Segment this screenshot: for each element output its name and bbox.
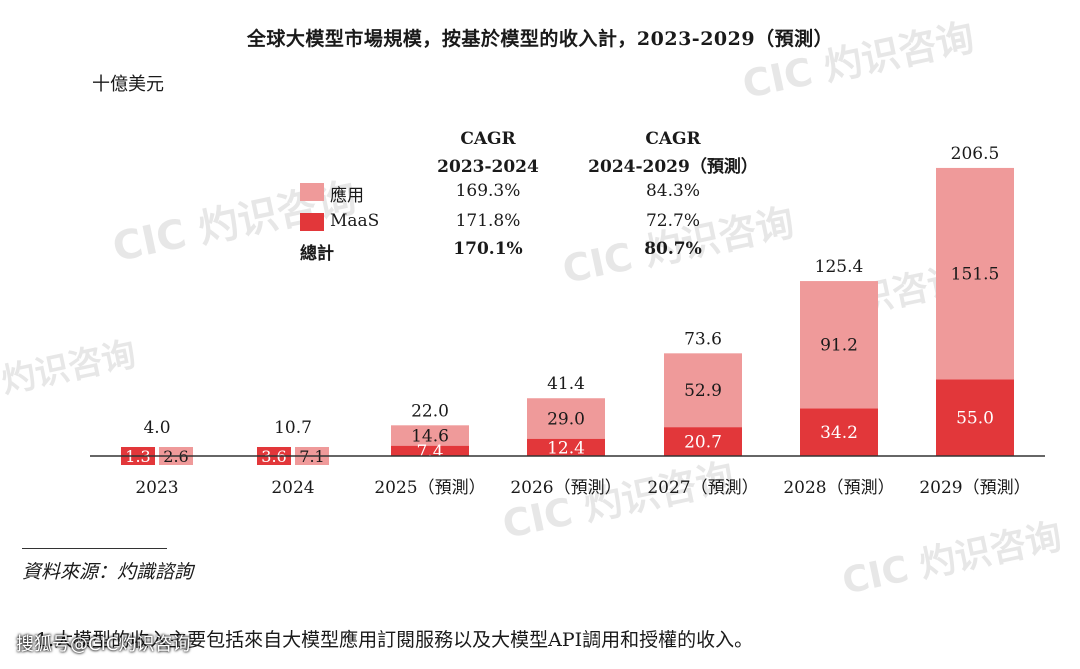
- footnote-rule: [22, 548, 167, 549]
- bar-app: [664, 353, 742, 428]
- legend-label-app: 應用: [330, 186, 364, 206]
- data-label-app: 29.0: [547, 409, 585, 429]
- cagr-header-2-line2: 2024-2029（預測）: [588, 157, 758, 177]
- cagr-header-1: CAGR 2023-2024: [418, 125, 558, 181]
- bar-maas: [800, 408, 878, 456]
- cagr-maas-2023-2024: 171.8%: [455, 211, 521, 231]
- bar-app: [936, 167, 1014, 380]
- cagr-app-2024-2029: 84.3%: [645, 181, 700, 201]
- data-label-maas: 34.2: [820, 423, 858, 443]
- x-tick-label: 2027（預測）: [647, 478, 758, 498]
- data-label-total: 41.4: [547, 374, 585, 394]
- x-tick-label: 2025（預測）: [374, 478, 485, 498]
- legend-swatch-maas: [300, 213, 324, 231]
- legend-swatch-app: [300, 183, 324, 201]
- bar-maas: [936, 379, 1014, 456]
- legend-label-maas: MaaS: [330, 211, 380, 231]
- x-tick-label: 2024: [271, 478, 314, 498]
- data-label-maas: 12.4: [547, 438, 585, 458]
- x-tick-label: 2023: [135, 478, 178, 498]
- bar-app: [527, 398, 605, 439]
- data-label-total: 125.4: [815, 257, 864, 277]
- data-label-maas: 20.7: [684, 433, 722, 453]
- bar-maas: [391, 445, 469, 456]
- bar-maas: [664, 427, 742, 456]
- data-label-maas: 55.0: [956, 409, 994, 429]
- data-label-total: 206.5: [951, 144, 1000, 164]
- cagr-header-1-line2: 2023-2024: [437, 157, 539, 177]
- data-label-app: 91.2: [820, 336, 858, 356]
- legend-label-total: 總計: [300, 244, 334, 264]
- credit-watermark: 搜狐号@CIC灼识咨询: [16, 634, 191, 655]
- bar-maas: [527, 438, 605, 456]
- cagr-header-2-line1: CAGR: [645, 129, 701, 149]
- chart-title: 全球大模型市場規模，按基於模型的收入計，2023-2029（預測）: [246, 28, 834, 50]
- data-label-total: 10.7: [274, 418, 312, 438]
- cagr-total-2023-2024: 170.1%: [453, 239, 523, 259]
- data-label-maas: 7.4: [416, 442, 443, 462]
- cagr-header-2: CAGR 2024-2029（預測）: [578, 125, 768, 181]
- x-tick-label: 2026（預測）: [510, 478, 621, 498]
- x-tick-label: 2029（預測）: [919, 478, 1030, 498]
- data-label-app: 151.5: [951, 265, 1000, 285]
- cagr-total-2024-2029: 80.7%: [644, 239, 702, 259]
- data-label-total: 22.0: [411, 401, 449, 421]
- data-label-app: 52.9: [684, 381, 722, 401]
- x-tick-label: 2028（預測）: [783, 478, 894, 498]
- bar-app: [391, 425, 469, 446]
- cagr-app-2023-2024: 169.3%: [455, 181, 521, 201]
- unit-label: 十億美元: [92, 74, 164, 95]
- cagr-maas-2024-2029: 72.7%: [645, 211, 700, 231]
- source-text: 資料來源：灼識諮詢: [22, 561, 194, 583]
- data-label-total: 4.0: [143, 418, 170, 438]
- bar-app: [800, 281, 878, 409]
- footnote-text: 1.大模型的收入主要包括來自大模型應用訂閱服務以及大模型API調用和授權的收入。: [36, 629, 754, 651]
- data-label-total: 73.6: [684, 329, 722, 349]
- data-label-app: 14.6: [411, 426, 449, 446]
- cagr-header-1-line1: CAGR: [460, 129, 516, 149]
